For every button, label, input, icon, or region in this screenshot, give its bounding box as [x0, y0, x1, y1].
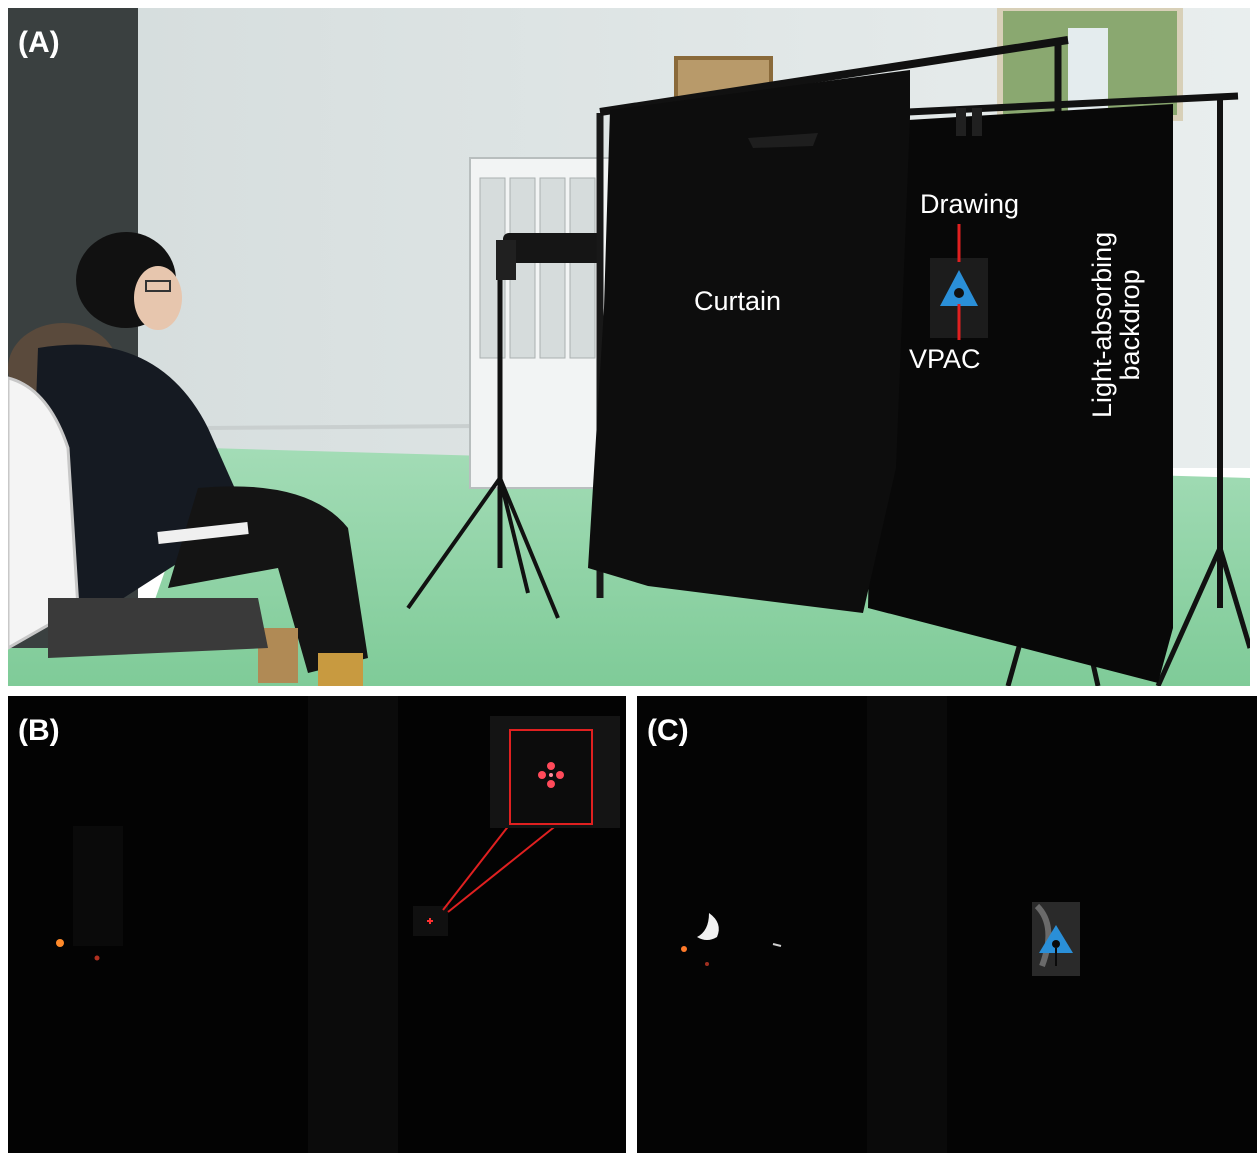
- light-absorbing-backdrop: [868, 104, 1173, 683]
- callout-line-1: [442, 823, 511, 911]
- panel-label-b: (B): [18, 714, 60, 747]
- person-coat: [28, 344, 248, 628]
- reflection-highlight: [697, 913, 719, 940]
- backdrop-label-line2: backdrop: [1115, 269, 1146, 381]
- panel-label-a: (A): [18, 26, 60, 59]
- backdrop-label-line1: Light-absorbing: [1087, 231, 1117, 418]
- backdrop-label: Light-absorbing backdrop: [1087, 231, 1146, 418]
- black-curtain: [588, 70, 910, 613]
- laser-marker-scene: [56, 696, 620, 1153]
- projector-arm: [503, 233, 603, 263]
- vpac-blue-triangle: [1039, 925, 1073, 953]
- callout-line-2: [447, 823, 559, 913]
- panel-a-photo: (A) Curtain Drawing VPAC Light-absorbing…: [8, 8, 1250, 686]
- panel-c-photo: (C): [637, 696, 1257, 1153]
- vpac-dark-scene: [681, 696, 1080, 1153]
- setup-scene: [8, 8, 1250, 686]
- panel-b-photo: (B): [8, 696, 626, 1153]
- top-bar: [599, 36, 1069, 116]
- laser-marker: [427, 918, 433, 924]
- indicator-light: [56, 939, 64, 947]
- office-chair: [8, 376, 80, 650]
- curtain-label: Curtain: [694, 286, 782, 316]
- drawing-label: Drawing: [920, 189, 1020, 219]
- panel-label-c: (C): [647, 714, 689, 747]
- vpac-label: VPAC: [909, 344, 981, 374]
